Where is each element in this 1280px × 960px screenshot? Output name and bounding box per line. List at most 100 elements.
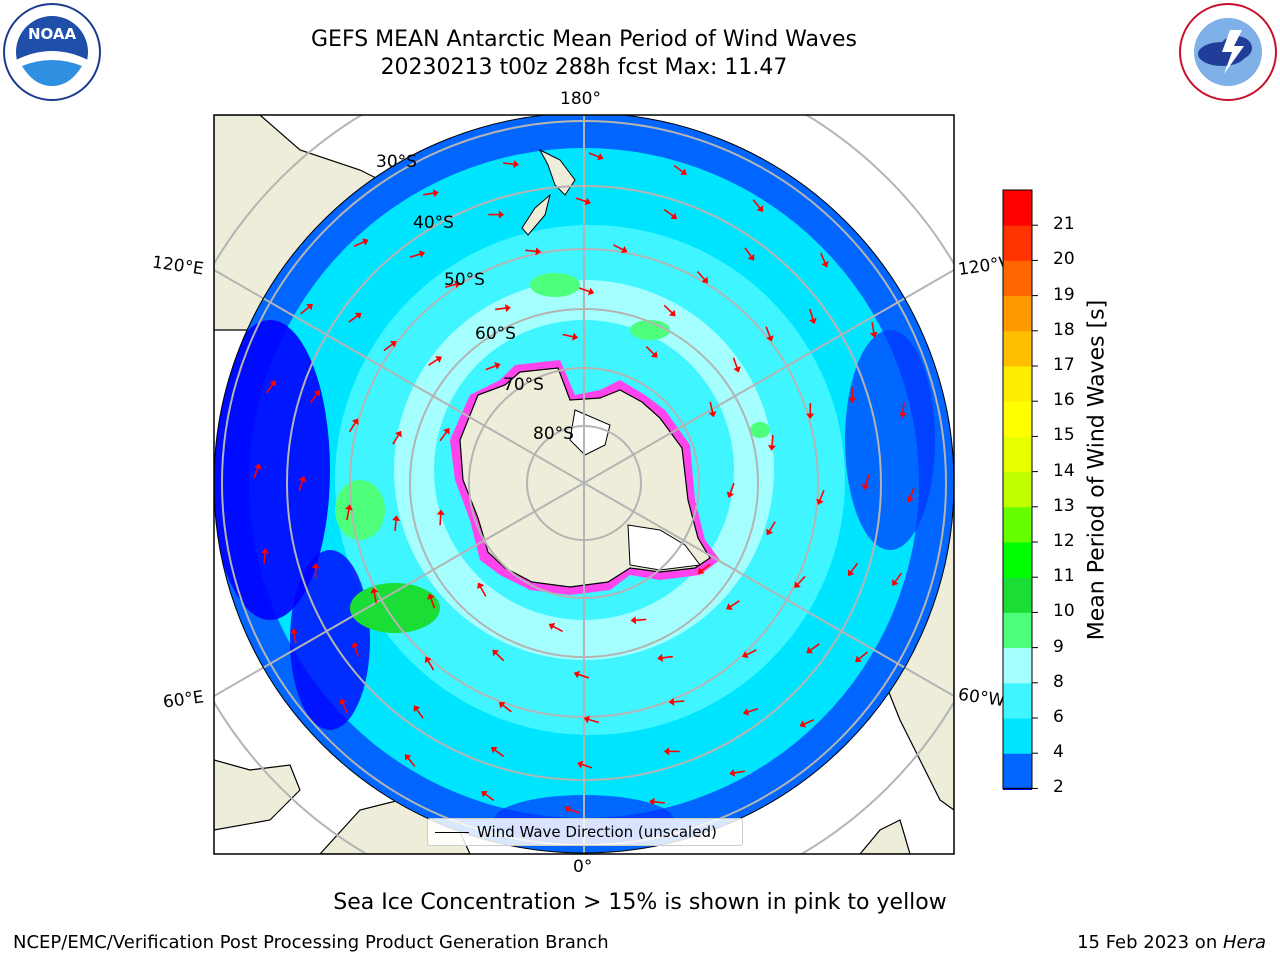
wave-direction-arrowhead bbox=[766, 528, 774, 536]
wave-direction-arrow bbox=[661, 655, 673, 659]
wave-direction-arrow bbox=[383, 343, 394, 352]
wave-direction-arrowhead bbox=[498, 210, 505, 219]
nws-logo bbox=[1179, 3, 1277, 101]
lon-label-0: 0° bbox=[573, 857, 593, 877]
wave-direction-arrowhead bbox=[394, 430, 402, 438]
wave-direction-arrow bbox=[578, 673, 590, 679]
chart-title-line1: GEFS MEAN Antarctic Mean Period of Wind … bbox=[311, 27, 857, 52]
wave-direction-arrow bbox=[581, 763, 593, 769]
wave-direction-arrowhead bbox=[432, 189, 439, 198]
wave-direction-arrowhead bbox=[669, 309, 676, 317]
wave-direction-arrowhead bbox=[424, 656, 432, 664]
wave-direction-arrow bbox=[909, 487, 915, 499]
wave-direction-arrowhead bbox=[354, 312, 362, 320]
wave-direction-arrow bbox=[428, 358, 439, 366]
wave-direction-arrow bbox=[696, 270, 706, 281]
wave-direction-arrowhead bbox=[298, 476, 307, 483]
colorbar-title: Mean Period of Wind Waves [s] bbox=[1084, 299, 1110, 641]
wave-direction-arrow bbox=[765, 326, 771, 338]
wave-direction-arrowhead bbox=[498, 702, 506, 709]
wave-direction-arrowhead bbox=[389, 341, 397, 348]
wave-direction-arrowhead bbox=[620, 246, 628, 254]
wave-direction-arrow bbox=[808, 308, 814, 320]
wave-direction-arrow bbox=[902, 402, 905, 414]
wave-direction-arrowhead bbox=[535, 247, 542, 256]
colorbar-tick-label: 11 bbox=[1053, 566, 1075, 587]
lat-label-40s: 40°S bbox=[413, 213, 454, 233]
wave-direction-arrow bbox=[300, 306, 310, 315]
wave-direction-arrowhead bbox=[548, 622, 556, 631]
wave-direction-arrowhead bbox=[477, 582, 485, 590]
legend-line-icon bbox=[435, 831, 469, 833]
wave-direction-arrow bbox=[746, 649, 757, 656]
colorbar-tick-label: 17 bbox=[1053, 355, 1075, 375]
wave-direction-arrowhead bbox=[663, 747, 670, 756]
wave-direction-arrowhead bbox=[513, 160, 520, 169]
footer-right: 15 Feb 2023 on Hera bbox=[1077, 932, 1266, 953]
wave-direction-arrowhead bbox=[697, 567, 705, 574]
wave-direction-arrowhead bbox=[729, 768, 736, 777]
wave-direction-arrowhead bbox=[454, 280, 461, 289]
wave-direction-arrowhead bbox=[351, 641, 359, 649]
wave-direction-arrow bbox=[423, 192, 435, 196]
colorbar-tick-label: 14 bbox=[1053, 460, 1075, 481]
wave-direction-arrowhead bbox=[898, 412, 907, 419]
colorbar-segment bbox=[1003, 542, 1032, 578]
wave-direction-arrow bbox=[771, 434, 774, 447]
wave-direction-arrowhead bbox=[494, 362, 501, 370]
wave-direction-arrowhead bbox=[418, 250, 426, 258]
colorbar-tick-label: 2 bbox=[1053, 777, 1064, 798]
lat-label-60s: 60°S bbox=[475, 324, 516, 344]
colorbar-segment bbox=[1003, 436, 1032, 473]
wave-direction-arrowhead bbox=[370, 587, 379, 594]
wave-direction-arrowhead bbox=[313, 389, 321, 397]
wave-direction-arrowhead bbox=[701, 276, 708, 284]
wave-direction-arrow bbox=[409, 253, 421, 259]
wave-direction-arrowhead bbox=[892, 579, 899, 586]
wave-direction-arrowhead bbox=[816, 498, 824, 505]
colorbar-outline bbox=[1002, 189, 1033, 789]
wave-direction-arrow bbox=[744, 247, 752, 258]
wave-direction-arrowhead bbox=[481, 791, 488, 798]
colorbar-segment bbox=[1003, 471, 1032, 508]
wave-direction-arrowhead bbox=[435, 356, 442, 363]
wave-direction-arrowhead bbox=[668, 697, 675, 706]
wave-direction-arrowhead bbox=[392, 515, 401, 521]
colorbar-segment bbox=[1003, 190, 1032, 226]
wave-direction-arrow bbox=[858, 651, 868, 660]
colorbar-segment bbox=[1003, 682, 1032, 719]
wave-direction-arrowhead bbox=[708, 411, 717, 418]
wave-direction-arrow bbox=[768, 521, 776, 532]
wave-direction-arrowhead bbox=[584, 197, 591, 206]
wave-direction-arrowhead bbox=[767, 445, 776, 451]
wave-direction-arrow bbox=[494, 749, 505, 758]
wave-direction-arrow bbox=[575, 197, 587, 203]
wave-direction-arrow bbox=[342, 702, 349, 714]
wave-direction-arrowhead bbox=[848, 397, 857, 404]
wave-direction-arrow bbox=[495, 652, 505, 662]
wind-wave-arrows bbox=[253, 152, 915, 814]
wave-direction-arrow bbox=[484, 793, 495, 802]
wave-direction-arrow bbox=[348, 422, 357, 433]
wave-direction-arrow bbox=[729, 482, 735, 494]
colorbar-tick-label: 18 bbox=[1053, 319, 1075, 340]
wave-direction-arrow bbox=[588, 152, 600, 158]
wave-direction-arrowhead bbox=[869, 331, 878, 338]
colorbar-tick-label: 10 bbox=[1053, 601, 1075, 622]
wave-direction-arrowhead bbox=[344, 504, 353, 511]
wave-direction-arrow bbox=[485, 364, 497, 371]
wave-direction-arrow bbox=[293, 632, 297, 644]
legend-label: Wind Wave Direction (unscaled) bbox=[477, 823, 717, 841]
wave-direction-arrowhead bbox=[861, 483, 870, 490]
colorbar-tick-label: 19 bbox=[1053, 284, 1075, 305]
wave-direction-arrowhead bbox=[733, 366, 741, 373]
wave-direction-arrow bbox=[871, 322, 875, 334]
wave-direction-arrow bbox=[732, 357, 738, 369]
wave-direction-arrowhead bbox=[505, 304, 511, 313]
wave-direction-arrowhead bbox=[847, 569, 855, 577]
wave-direction-arrowhead bbox=[747, 253, 755, 261]
wave-direction-arrow bbox=[700, 563, 711, 572]
wave-direction-arrow bbox=[796, 575, 806, 586]
wave-direction-arrow bbox=[427, 660, 435, 671]
wave-direction-arrow bbox=[445, 283, 457, 288]
